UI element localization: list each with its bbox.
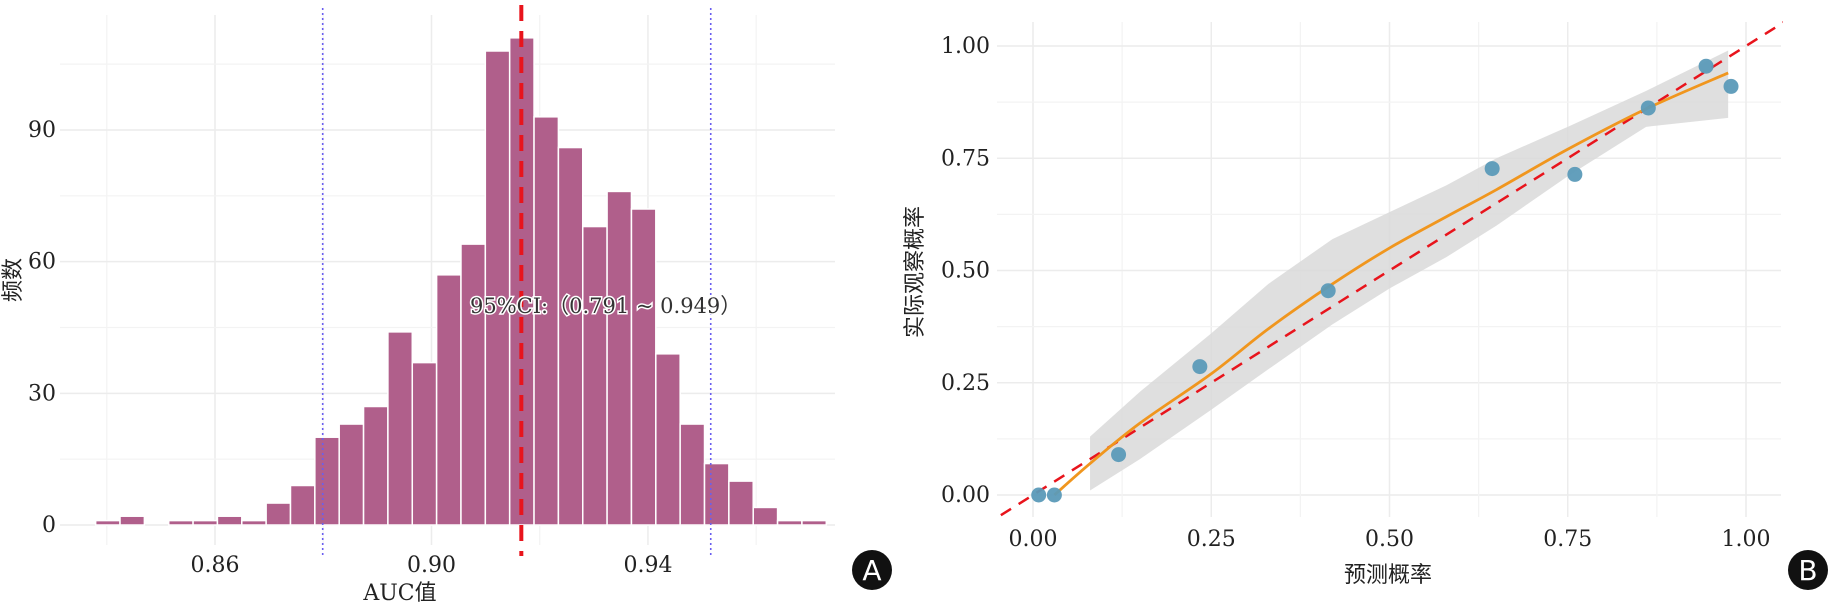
- x-tick-label: 0.75: [1543, 527, 1592, 552]
- calibration-point: [1698, 58, 1714, 74]
- histogram-bar: [728, 480, 754, 526]
- histogram-bar: [411, 361, 438, 526]
- panel-label-badge-b: [1788, 550, 1828, 590]
- calibration-point: [1031, 487, 1047, 503]
- histogram-bar: [460, 243, 487, 526]
- histogram-bar: [630, 208, 657, 526]
- histogram-bar: [216, 515, 243, 526]
- histogram-bar: [703, 462, 730, 526]
- calibration-point: [1320, 283, 1336, 299]
- histogram-bar: [655, 353, 681, 526]
- histogram-bar: [265, 502, 292, 526]
- x-tick-label: 0.94: [623, 553, 672, 578]
- y-axis-title-b: 实际观察概率: [903, 206, 928, 338]
- confidence-band: [1090, 50, 1729, 491]
- x-tick-label: 1.00: [1722, 527, 1771, 552]
- histogram-bar: [776, 519, 803, 526]
- panel-label-b: B: [1798, 554, 1817, 587]
- x-tick-label: 0.00: [1009, 527, 1058, 552]
- histogram-bar: [752, 506, 779, 526]
- calibration-point: [1567, 166, 1583, 182]
- histogram-panel-a: 95%CI:（0.791 ~ 0.949） 0.86 0.90 0.94 0 30 60 9…: [1, 5, 892, 606]
- histogram-bars: [94, 37, 828, 526]
- histogram-bar: [94, 519, 121, 526]
- y-tick-label: 0.25: [941, 371, 990, 396]
- calibration-point: [1046, 487, 1062, 503]
- histogram-bar: [484, 50, 511, 526]
- x-tick-label: 0.90: [407, 553, 456, 578]
- reference-lines-a: [321, 5, 712, 556]
- histogram-bar: [606, 190, 633, 526]
- axis-ticks-a: 0.86 0.90 0.94 0 30 60 90: [28, 118, 672, 578]
- panel-label-a: A: [862, 554, 881, 587]
- calibration-point: [1111, 447, 1127, 463]
- histogram-bar: [557, 146, 584, 526]
- histogram-bar: [362, 405, 389, 526]
- ideal-reference-line: [997, 21, 1783, 517]
- y-tick-label: 0.75: [941, 146, 990, 171]
- histogram-bar: [581, 225, 608, 526]
- calibration-panel-b: 0.00 0.25 0.50 0.75 1.00 0.00 0.25 0.50 0.75 1.00…: [903, 21, 1828, 590]
- ci-annotation: 95%CI:（0.791 ~ 0.949）: [470, 294, 741, 318]
- histogram-bar: [338, 423, 365, 526]
- histogram-bar: [679, 423, 706, 526]
- y-tick-label: 90: [28, 118, 56, 143]
- histogram-bar: [289, 484, 316, 526]
- y-tick-label: 0.50: [941, 259, 990, 284]
- histogram-bar: [314, 436, 340, 526]
- calibration-point: [1640, 100, 1656, 116]
- calibration-point: [1723, 78, 1739, 94]
- histogram-bar: [119, 515, 146, 526]
- panel-label-badge-a: [852, 550, 892, 590]
- calibration-point: [1484, 161, 1500, 177]
- calibration-point: [1192, 359, 1208, 375]
- loess-smooth-curve: [1053, 71, 1729, 497]
- histogram-bar: [167, 519, 194, 526]
- x-axis-title-a: AUC值: [362, 581, 436, 606]
- axis-ticks-b: 0.00 0.25 0.50 0.75 1.00 0.00 0.25 0.50 0.75 1.00: [941, 34, 1770, 552]
- y-tick-label: 60: [28, 250, 56, 275]
- x-tick-label: 0.50: [1365, 527, 1414, 552]
- y-tick-label: 0: [42, 513, 56, 538]
- histogram-bar: [241, 519, 267, 526]
- histogram-bar: [387, 331, 414, 526]
- y-tick-label: 1.00: [941, 34, 990, 59]
- y-tick-label: 0.00: [941, 483, 990, 508]
- x-axis-title-b: 预测概率: [1344, 563, 1432, 588]
- histogram-bar: [192, 519, 219, 526]
- histogram-bar: [435, 274, 462, 526]
- y-axis-title-a: 频数: [1, 258, 26, 302]
- calibration-marks: [997, 21, 1783, 517]
- x-tick-label: 0.86: [191, 553, 240, 578]
- histogram-bar: [533, 116, 560, 526]
- histogram-bar: [801, 519, 828, 526]
- y-tick-label: 30: [28, 381, 56, 406]
- x-tick-label: 0.25: [1187, 527, 1236, 552]
